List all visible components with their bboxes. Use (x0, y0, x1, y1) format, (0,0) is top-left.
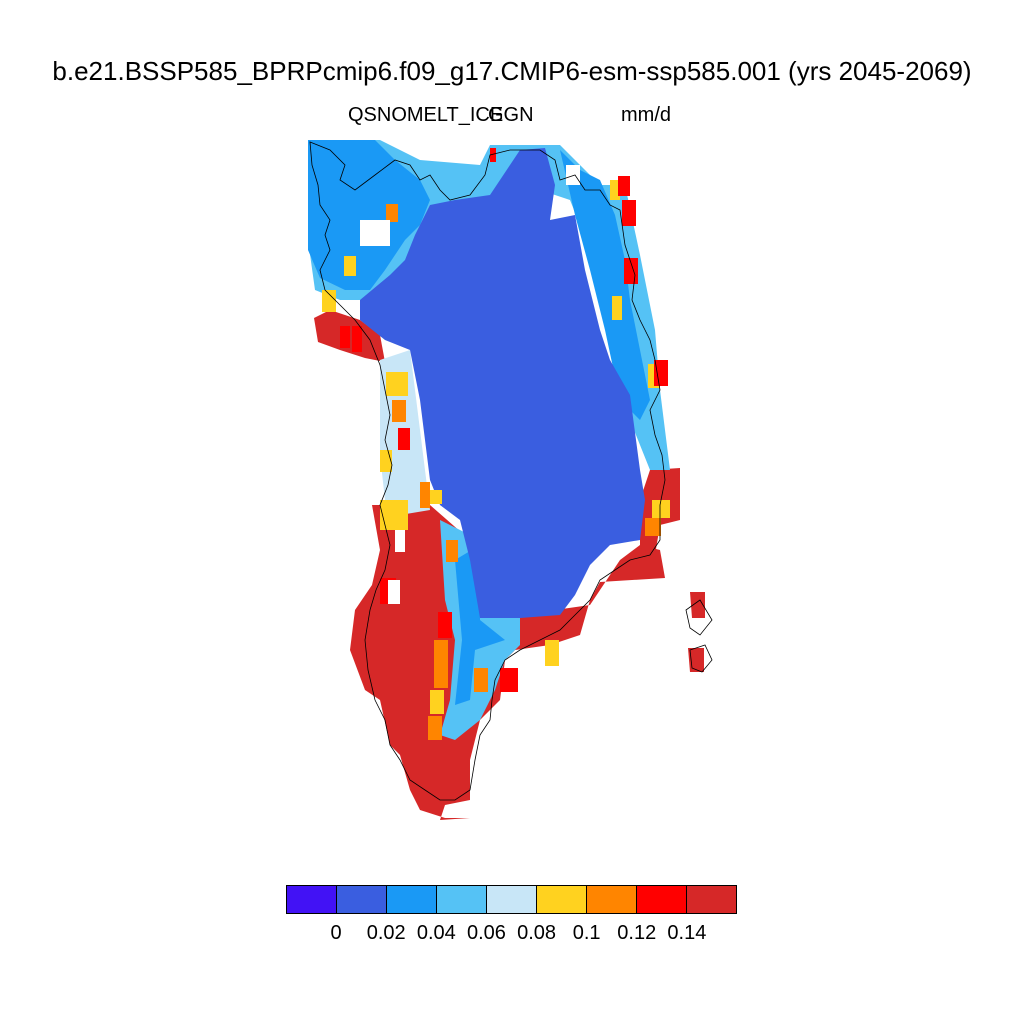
map-cell-yellow-12 (344, 256, 356, 276)
map-cell-yellow-3 (380, 500, 408, 530)
map-cell-yellow-7 (652, 500, 670, 518)
colorbar-swatch (287, 886, 337, 913)
colorbar-tick-label: 0 (330, 922, 342, 944)
map-cell-red-1 (398, 428, 410, 450)
map-cell-red-8 (340, 326, 350, 348)
map-cells (308, 140, 705, 820)
map-cell-red-7 (618, 176, 630, 196)
map-cell-red-south (350, 505, 665, 820)
map-cell-yellow-10 (610, 180, 620, 200)
map-cell-yellow-2 (380, 450, 392, 472)
map-cell-red-2 (438, 612, 452, 638)
colorbar-tick-label: 0.1 (572, 922, 601, 944)
plot-title: b.e21.BSSP585_BPRPcmip6.f09_g17.CMIP6-es… (52, 56, 972, 86)
map-cell-gap-3 (388, 580, 400, 604)
coastline-greenland (309, 141, 666, 801)
colorbar-tick-label: 0.08 (517, 922, 557, 944)
map-cell-yellow-1 (386, 372, 408, 396)
colorbar-swatch (487, 886, 537, 913)
map-cell-gap-1 (360, 220, 390, 246)
colorbar-swatch (337, 886, 387, 913)
colorbar (286, 885, 737, 914)
map-cell-orange-3 (446, 540, 458, 562)
map-cell-yellow-4 (430, 490, 442, 504)
coastline-island-b (689, 644, 713, 673)
map-cell-yellow-5 (430, 690, 444, 714)
map-cell-orange-4 (434, 640, 448, 688)
map-cell-yellow-9 (612, 296, 622, 320)
map-cell-orange-2 (420, 482, 430, 508)
map-cell-red-6 (622, 200, 636, 226)
map-cell-orange-1 (392, 400, 406, 422)
map-cell-orange-6 (474, 668, 488, 692)
colorbar-tick-label: 0.12 (617, 922, 657, 944)
variable-label: QSNOMELT_ICE (348, 104, 504, 126)
map-cell-orange-5 (428, 716, 442, 740)
colorbar-swatch (387, 886, 437, 913)
colorbar-swatch (437, 886, 487, 913)
coastline-island-a (685, 599, 713, 636)
colorbar-swatch (687, 886, 736, 913)
map-cell-gap-2 (395, 530, 405, 552)
map-cell-orange-7 (645, 518, 661, 536)
colorbar-swatch (637, 886, 687, 913)
colorbar-tick-label: 0.14 (667, 922, 707, 944)
map-cell-orange-8 (386, 204, 398, 222)
map-cell-red-island-1 (690, 592, 705, 618)
map-cell-blue-ne (560, 150, 650, 420)
colorbar-tick-label: 0.06 (466, 922, 506, 944)
map-cell-red-4 (654, 360, 668, 386)
colorbar-tick-label: 0.04 (416, 922, 456, 944)
colorbar-swatch (587, 886, 637, 913)
map-cell-red-9 (352, 326, 362, 352)
region-label: GGN (488, 104, 534, 126)
map-cell-red-11 (490, 148, 496, 162)
coastline (309, 141, 713, 801)
map-cell-yellow-11 (322, 290, 336, 312)
map-cell-darkblue-interior (360, 148, 645, 618)
colorbar-swatch (537, 886, 587, 913)
map-cell-yellow-6 (545, 640, 559, 666)
colorbar-tick-label: 0.02 (366, 922, 406, 944)
map-cell-red-3 (500, 668, 518, 692)
units-label: mm/d (621, 104, 671, 126)
map-cell-blue-south (455, 545, 505, 705)
map-cell-gap-4 (566, 165, 580, 185)
map-cell-blue-north (308, 140, 430, 290)
